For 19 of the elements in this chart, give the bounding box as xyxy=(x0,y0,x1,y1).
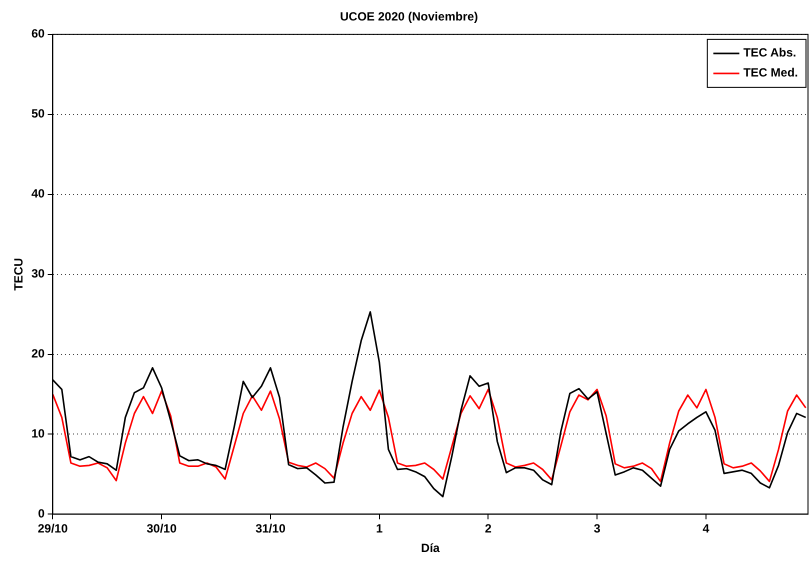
x-tick-label: 29/10 xyxy=(38,522,68,536)
x-tick-label: 30/10 xyxy=(146,522,177,536)
x-tick-label: 2 xyxy=(484,522,492,536)
y-axis-title: TECU xyxy=(12,258,26,291)
y-tick-label: 10 xyxy=(31,426,46,441)
y-tick-label: 50 xyxy=(31,106,46,121)
y-tick-label: 30 xyxy=(31,266,46,281)
chart-title: UCOE 2020 (Noviembre) xyxy=(340,10,478,24)
y-tick-label: 0 xyxy=(38,506,46,521)
x-tick-label: 3 xyxy=(594,522,601,536)
legend-label: TEC Med. xyxy=(743,66,798,80)
y-tick-label: 40 xyxy=(31,186,46,201)
x-tick-label: 1 xyxy=(376,522,383,536)
x-tick-label: 4 xyxy=(702,522,710,536)
legend-label: TEC Abs. xyxy=(743,46,796,60)
y-tick-label: 20 xyxy=(31,346,46,361)
x-axis-title: Día xyxy=(421,541,440,556)
x-tick-label: 31/10 xyxy=(255,522,286,536)
y-tick-label: 60 xyxy=(31,26,46,41)
